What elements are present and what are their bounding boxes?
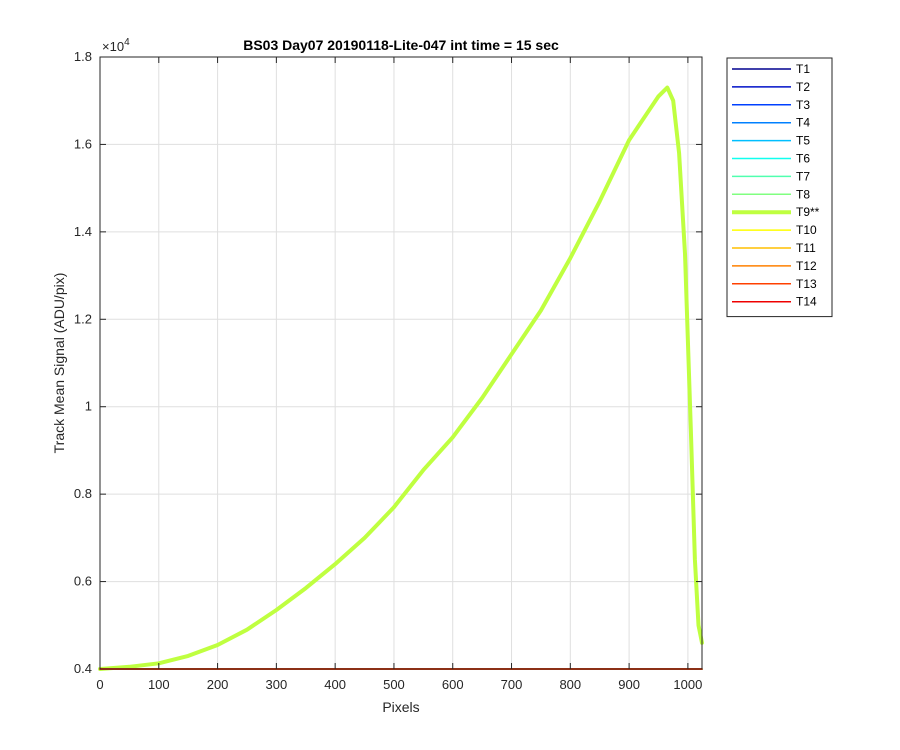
legend-label: T12 — [796, 259, 817, 273]
series-line-t9 — [98, 85, 704, 671]
x-tick-label: 0 — [96, 677, 103, 692]
legend-box — [726, 57, 833, 318]
x-tick-label: 1000 — [673, 677, 702, 692]
y-axis-exponent: ×104 — [102, 37, 130, 54]
x-tick-label: 800 — [559, 677, 581, 692]
y-tick-label: 1.4 — [74, 224, 92, 239]
legend-label: T11 — [796, 241, 816, 255]
axis-ticks: 0 100 200 300 400 500 600 700 800 900 1000 0.4 0.6 0.… — [74, 49, 702, 692]
legend-label: T10 — [796, 223, 817, 237]
legend-label: T9** — [796, 205, 820, 219]
x-tick-label: 700 — [501, 677, 523, 692]
legend-label: T1 — [796, 62, 810, 76]
x-tick-label: 900 — [618, 677, 640, 692]
legend-label: T13 — [796, 277, 817, 291]
legend-label: T7 — [796, 169, 810, 183]
x-tick-label: 300 — [266, 677, 288, 692]
axes-frame — [99, 56, 703, 670]
legend-label: T4 — [796, 116, 810, 130]
y-tick-label: 0.8 — [74, 486, 92, 501]
y-tick-label: 0.4 — [74, 661, 92, 676]
legend: T1 T2 T3 T4 T5 T6 T7 T8 T9** T10 T11 T12 T13 T14 — [726, 57, 833, 318]
legend-label: T8 — [796, 187, 810, 201]
y-tick-label: 1.2 — [74, 311, 92, 326]
legend-label: T3 — [796, 98, 810, 112]
y-tick-label: 1.6 — [74, 136, 92, 151]
y-tick-label: 1.8 — [74, 49, 92, 64]
legend-label: T5 — [796, 134, 810, 148]
y-axis-label: Track Mean Signal (ADU/pix) — [51, 273, 67, 454]
grid — [99, 56, 702, 670]
legend-label: T14 — [796, 295, 817, 309]
x-tick-label: 200 — [207, 677, 229, 692]
x-tick-label: 400 — [324, 677, 346, 692]
x-tick-label: 500 — [383, 677, 405, 692]
chart-title: BS03 Day07 20190118-Lite-047 int time = … — [243, 37, 559, 53]
legend-label: T6 — [796, 152, 810, 166]
y-tick-label: 0.6 — [74, 574, 92, 589]
x-tick-label: 600 — [442, 677, 464, 692]
x-axis-label: Pixels — [382, 699, 419, 715]
x-tick-label: 100 — [148, 677, 170, 692]
legend-label: T2 — [796, 80, 810, 94]
y-tick-label: 1 — [85, 399, 92, 414]
